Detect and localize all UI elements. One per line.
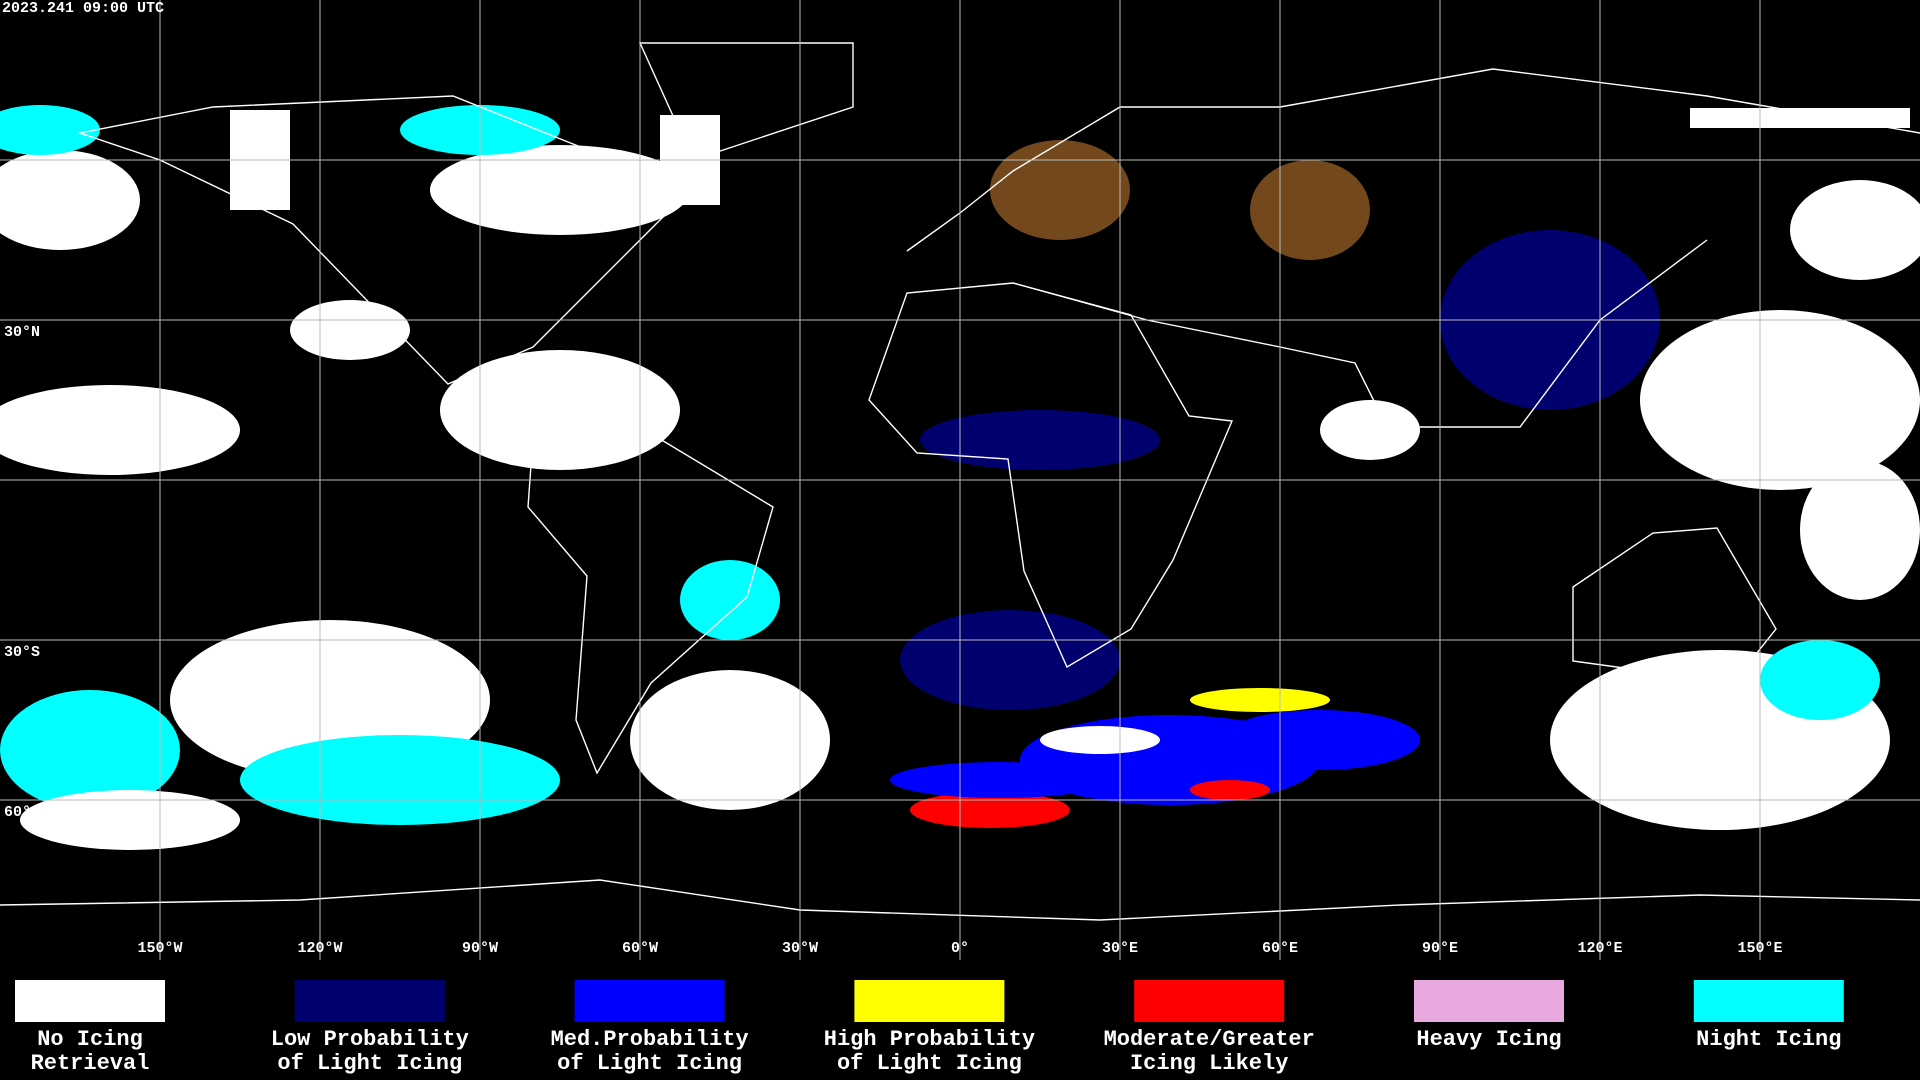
legend-swatch bbox=[854, 980, 1005, 1022]
longitude-label: 30°W bbox=[782, 940, 818, 957]
longitude-label: 150°W bbox=[137, 940, 182, 957]
latitude-label: 30°N bbox=[4, 324, 40, 341]
cloud bbox=[0, 150, 140, 250]
latitude-label: 60°S bbox=[4, 804, 40, 821]
cloud bbox=[1800, 460, 1920, 600]
legend-swatch bbox=[1134, 980, 1285, 1022]
legend-label: Heavy Icing bbox=[1416, 1027, 1561, 1052]
cloud bbox=[1690, 108, 1910, 128]
cloud bbox=[890, 762, 1110, 798]
cloud bbox=[1320, 400, 1420, 460]
legend-swatch bbox=[294, 980, 445, 1022]
cloud bbox=[440, 350, 680, 470]
cloud bbox=[20, 790, 240, 850]
cloud bbox=[910, 792, 1070, 828]
longitude-label: 150°E bbox=[1737, 940, 1782, 957]
cloud bbox=[1790, 180, 1920, 280]
cloud bbox=[290, 300, 410, 360]
cloud bbox=[1250, 160, 1370, 260]
cloud bbox=[1760, 640, 1880, 720]
longitude-label: 120°E bbox=[1577, 940, 1622, 957]
legend-label: No Icing bbox=[37, 1027, 143, 1052]
legend-label: Med.Probability bbox=[551, 1027, 749, 1052]
latitude-label: 60°N bbox=[4, 164, 40, 181]
legend-label: of Light Icing bbox=[557, 1051, 742, 1076]
cloud bbox=[1190, 780, 1270, 800]
coastline bbox=[77, 95, 668, 385]
cloud bbox=[0, 105, 100, 155]
longitude-label: 60°E bbox=[1262, 940, 1298, 957]
legend-swatch bbox=[1414, 980, 1564, 1022]
longitude-label: 0° bbox=[951, 940, 969, 957]
legend-label: Night Icing bbox=[1696, 1027, 1841, 1052]
legend-label: Icing Likely bbox=[1130, 1051, 1288, 1076]
coastline bbox=[906, 68, 1920, 428]
legend-label: Moderate/Greater bbox=[1104, 1027, 1315, 1052]
cloud bbox=[990, 140, 1130, 240]
cloud bbox=[1220, 710, 1420, 770]
cloud bbox=[680, 560, 780, 640]
legend-label: of Light Icing bbox=[277, 1051, 462, 1076]
timestamp: 2023.241 09:00 UTC bbox=[2, 0, 164, 17]
cloud bbox=[430, 145, 690, 235]
longitude-label: 90°W bbox=[462, 940, 498, 957]
graticule: 150°W 120°W 90°W 60°W 30°W 0° 30°E 60°E 90°E 120°… bbox=[0, 0, 1920, 960]
coastline bbox=[0, 879, 1920, 921]
cloud bbox=[1190, 688, 1330, 712]
cloud bbox=[240, 735, 560, 825]
legend-label: Retrieval bbox=[31, 1051, 150, 1076]
cloud bbox=[0, 690, 180, 810]
cloud bbox=[1040, 726, 1160, 754]
longitude-label: 30°E bbox=[1102, 940, 1138, 957]
cloud bbox=[0, 385, 240, 475]
coastlines bbox=[0, 42, 1920, 921]
cloud bbox=[1640, 310, 1920, 490]
longitude-label: 120°W bbox=[297, 940, 342, 957]
longitude-label: 60°W bbox=[622, 940, 658, 957]
cloud bbox=[920, 410, 1160, 470]
legend-swatch bbox=[15, 980, 165, 1022]
legend-swatch bbox=[574, 980, 725, 1022]
longitude-label: 90°E bbox=[1422, 940, 1458, 957]
legend-label: High Probability bbox=[824, 1027, 1035, 1052]
coastline bbox=[1572, 527, 1777, 684]
cloud bbox=[630, 670, 830, 810]
legend-swatch bbox=[1693, 980, 1844, 1022]
legend-label: of Light Icing bbox=[837, 1051, 1022, 1076]
latitude-label: 30°S bbox=[4, 644, 40, 661]
coastline bbox=[527, 426, 774, 775]
legend-label: Low Probability bbox=[271, 1027, 469, 1052]
cloud bbox=[900, 610, 1120, 710]
